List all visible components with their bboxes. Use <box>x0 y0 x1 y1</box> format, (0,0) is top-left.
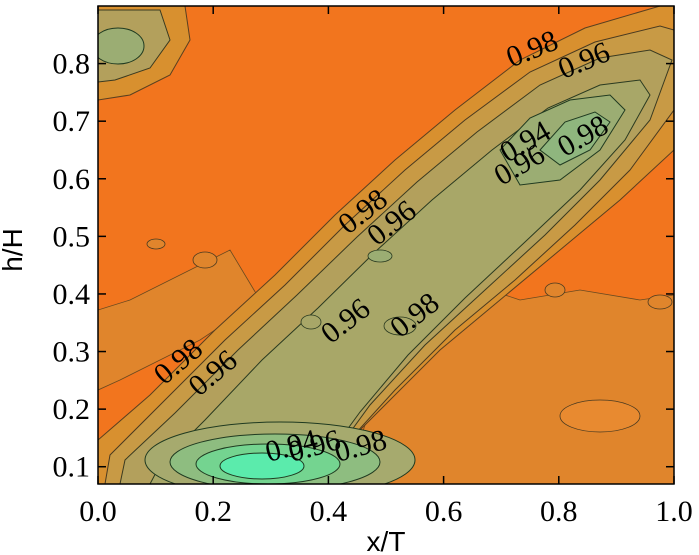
axis-ticks <box>97 6 675 484</box>
contour-island <box>559 399 641 433</box>
contour-island <box>544 282 566 298</box>
x-tick-label: 0.4 <box>310 495 348 528</box>
contour-island <box>192 251 218 269</box>
y-tick-label: 0.2 <box>53 393 91 426</box>
x-tick-label: 1.0 <box>655 495 693 528</box>
contour-island <box>146 238 166 250</box>
y-tick-label: 0.6 <box>53 163 91 196</box>
y-tick-label: 0.4 <box>53 278 91 311</box>
contour-fill-low-4 <box>219 452 305 480</box>
plot-frame <box>97 5 675 485</box>
y-tick-label: 0.7 <box>53 105 91 138</box>
x-tick-label: 0.6 <box>425 495 463 528</box>
x-tick-label: 0.2 <box>194 495 232 528</box>
y-tick-label: 0.5 <box>53 220 91 253</box>
y-axis-label: h/H <box>0 228 28 272</box>
x-tick-label: 0.8 <box>540 495 578 528</box>
contour-island <box>647 294 673 310</box>
x-tick-label: 0.0 <box>79 495 117 528</box>
contour-island <box>300 314 322 330</box>
contour-island <box>383 316 417 336</box>
contour-fill-band-6 <box>539 111 611 166</box>
y-tick-label: 0.8 <box>53 48 91 81</box>
plot-area <box>98 6 674 484</box>
x-tick-labels: 0.0 0.2 0.4 0.6 0.8 1.0 <box>79 495 693 528</box>
x-axis-label: x/T <box>367 526 406 555</box>
y-tick-label: 0.3 <box>53 336 91 369</box>
contour-island <box>367 249 393 263</box>
y-tick-labels: 0.1 0.2 0.3 0.4 0.5 0.6 0.7 0.8 <box>53 48 91 484</box>
contour-fill-topleft-3 <box>98 27 145 65</box>
y-tick-label: 0.1 <box>53 451 91 484</box>
